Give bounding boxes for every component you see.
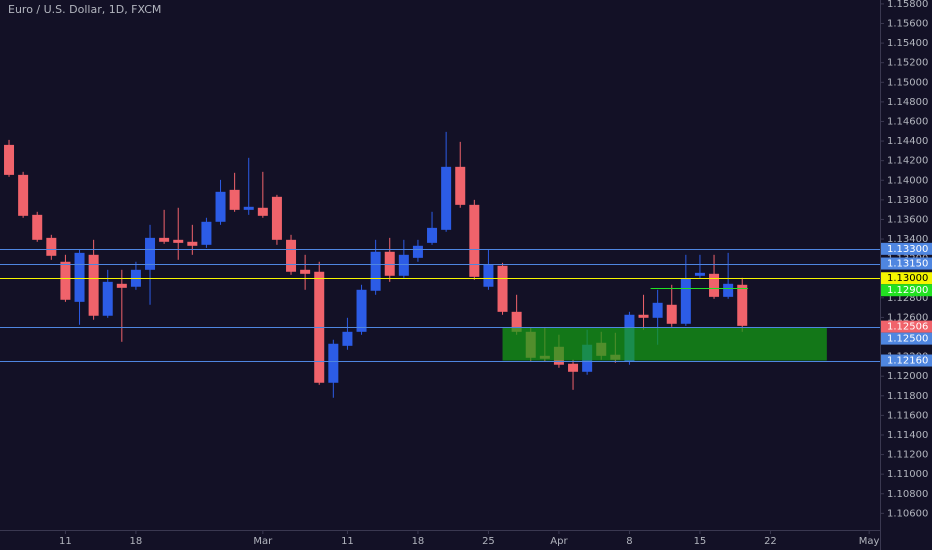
y-tick-label: 1.11000 [887,469,928,480]
price-level-box [881,272,932,285]
y-tick-label: 1.11400 [887,430,928,441]
x-tick-label: 8 [626,536,632,547]
candle-body [342,331,353,346]
candle-body [666,304,677,324]
candle-body [398,254,409,276]
y-tick-label: 1.15000 [887,77,928,88]
price-level-box [881,332,932,345]
candle-body [4,144,15,175]
candle-body [271,196,282,240]
candle-body [300,269,311,274]
support-zone [502,327,827,361]
y-tick-label: 1.11600 [887,410,928,421]
candle-body [173,239,184,243]
candle-body [709,273,720,297]
y-tick-label: 1.12000 [887,371,928,382]
price-level-label: 1.13000 [887,273,928,284]
y-tick-label: 1.15800 [887,0,928,10]
y-tick-label: 1.13800 [887,195,928,206]
candle-body [102,281,113,316]
price-level-box [881,320,932,333]
y-tick-label: 1.10600 [887,508,928,519]
y-tick-label: 1.14600 [887,116,928,127]
price-level-box [881,284,932,297]
price-level-box [881,257,932,270]
candle-body [286,239,297,272]
candle-body [229,189,240,210]
x-tick-label: 11 [341,536,354,547]
price-level-label: 1.13300 [887,244,928,255]
price-level-label: 1.12160 [887,356,928,367]
candle-body [497,265,508,312]
x-tick-label: 11 [59,536,72,547]
y-tick-label: 1.13400 [887,234,928,245]
y-tick-label: 1.15400 [887,38,928,49]
chart-title: Euro / U.S. Dollar, 1D, FXCM [8,3,161,16]
y-tick-label: 1.12600 [887,312,928,323]
candle-body [441,166,452,230]
candle-body [455,166,466,205]
y-tick-label: 1.13600 [887,214,928,225]
x-tick-label: 18 [130,536,143,547]
candle-body [694,272,705,276]
candle-body [88,254,99,316]
price-level-box [881,354,932,367]
candle-body [356,289,367,332]
candle-body [638,314,649,318]
y-tick-label: 1.14000 [887,175,928,186]
candle-body [723,283,734,297]
y-tick-label: 1.14800 [887,97,928,108]
y-tick-label: 1.14400 [887,136,928,147]
candle-body [737,284,748,326]
candle-body [469,204,480,277]
candle-body [46,237,57,256]
candle-body [568,363,579,372]
y-tick-label: 1.14200 [887,156,928,167]
price-level-label: 1.12506 [887,322,928,333]
candle-body [32,214,43,240]
x-tick-label: May [859,536,880,547]
candle-body [412,245,423,258]
price-level-box [881,242,932,255]
price-level-label: 1.13150 [887,259,928,270]
x-tick-label: Apr [550,536,568,547]
y-tick-label: 1.15600 [887,19,928,30]
candle-body [370,251,381,291]
candle-body [483,264,494,287]
price-level-label: 1.12900 [887,285,928,296]
candle-body [116,283,127,288]
candle-body [18,174,29,216]
x-tick-label: 22 [764,536,777,547]
candle-body [328,343,339,383]
x-tick-label: 25 [482,536,495,547]
candle-body [74,252,85,302]
candle-body [159,237,170,242]
candle-body [60,261,71,300]
candle-body [427,227,438,243]
y-tick-label: 1.11200 [887,450,928,461]
candle-body [257,207,268,216]
y-tick-label: 1.11800 [887,391,928,402]
x-tick-label: Mar [253,536,273,547]
candle-body [511,311,522,332]
price-level-label: 1.12500 [887,334,928,345]
candle-body [652,302,663,318]
y-tick-label: 1.12800 [887,293,928,304]
x-tick-label: 15 [694,536,707,547]
candle-body [215,191,226,222]
candle-body [201,221,212,245]
y-tick-label: 1.10800 [887,489,928,500]
candle-body [384,251,395,276]
y-tick-label: 1.15200 [887,58,928,69]
candle-body [680,278,691,324]
candle-body [187,241,198,246]
x-tick-label: 18 [412,536,425,547]
candle-body [243,206,254,210]
candle-body [145,237,156,270]
